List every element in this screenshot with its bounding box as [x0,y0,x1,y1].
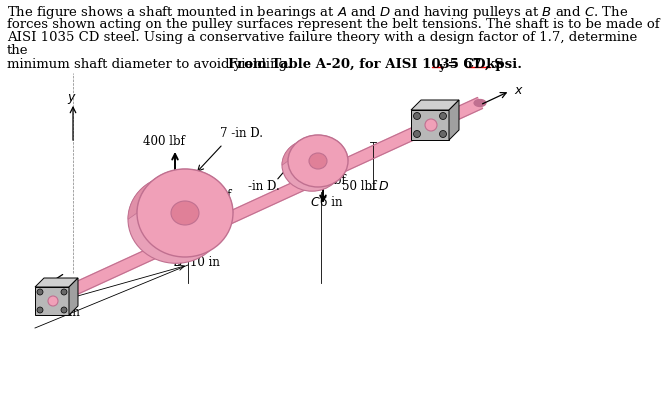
Text: 10 in: 10 in [190,255,220,268]
Ellipse shape [288,136,348,188]
Circle shape [37,307,43,313]
Polygon shape [282,136,348,166]
Ellipse shape [171,202,199,225]
Circle shape [61,307,67,313]
Text: minimum shaft diameter to avoid yielding.: minimum shaft diameter to avoid yielding… [7,58,295,71]
Text: 400 lbf: 400 lbf [143,135,185,147]
Ellipse shape [128,176,224,263]
Polygon shape [128,170,233,220]
Text: 60 lbf: 60 lbf [197,189,231,202]
Polygon shape [69,278,78,315]
Circle shape [48,296,58,306]
Text: 50 lbf: 50 lbf [342,180,376,192]
Text: $C$: $C$ [310,195,321,209]
Circle shape [425,120,437,132]
Polygon shape [35,287,69,315]
Circle shape [413,113,420,120]
Text: -in D.: -in D. [248,180,280,192]
Circle shape [413,131,420,138]
Text: AISI 1035 CD steel. Using a conservative failure theory with a design factor of : AISI 1035 CD steel. Using a conservative… [7,31,637,44]
Text: 250 lbf: 250 lbf [304,173,346,187]
Text: $A$: $A$ [38,305,48,318]
Text: $D$: $D$ [378,180,389,192]
Text: From Table A-20, for AISI 1035 CD, S: From Table A-20, for AISI 1035 CD, S [228,58,503,71]
Polygon shape [35,278,78,287]
Text: y: y [438,60,445,71]
Ellipse shape [474,100,486,107]
Text: 6 in: 6 in [320,195,343,209]
Circle shape [61,289,67,295]
Circle shape [37,289,43,295]
Ellipse shape [282,140,342,192]
Polygon shape [411,101,459,111]
Text: $y$: $y$ [67,92,77,106]
Polygon shape [411,111,449,141]
Text: forces shown acting on the pulley surfaces represent the belt tensions. The shaf: forces shown acting on the pulley surfac… [7,17,659,31]
Text: The figure shows a shaft mounted in bearings at $\mathit{A}$ and $\mathit{D}$ an: The figure shows a shaft mounted in bear… [7,4,629,21]
Circle shape [440,131,446,138]
Circle shape [440,113,446,120]
Text: $x$: $x$ [514,84,524,97]
Text: 10 in: 10 in [50,305,80,318]
Ellipse shape [309,154,327,170]
Text: the: the [7,44,29,57]
Polygon shape [449,101,459,141]
Text: $B$: $B$ [173,255,183,268]
Ellipse shape [137,170,233,257]
Text: $z$: $z$ [37,285,46,298]
Text: = 67 kpsi.: = 67 kpsi. [443,58,522,71]
Polygon shape [53,98,482,304]
Text: 7 -in D.: 7 -in D. [220,127,263,140]
